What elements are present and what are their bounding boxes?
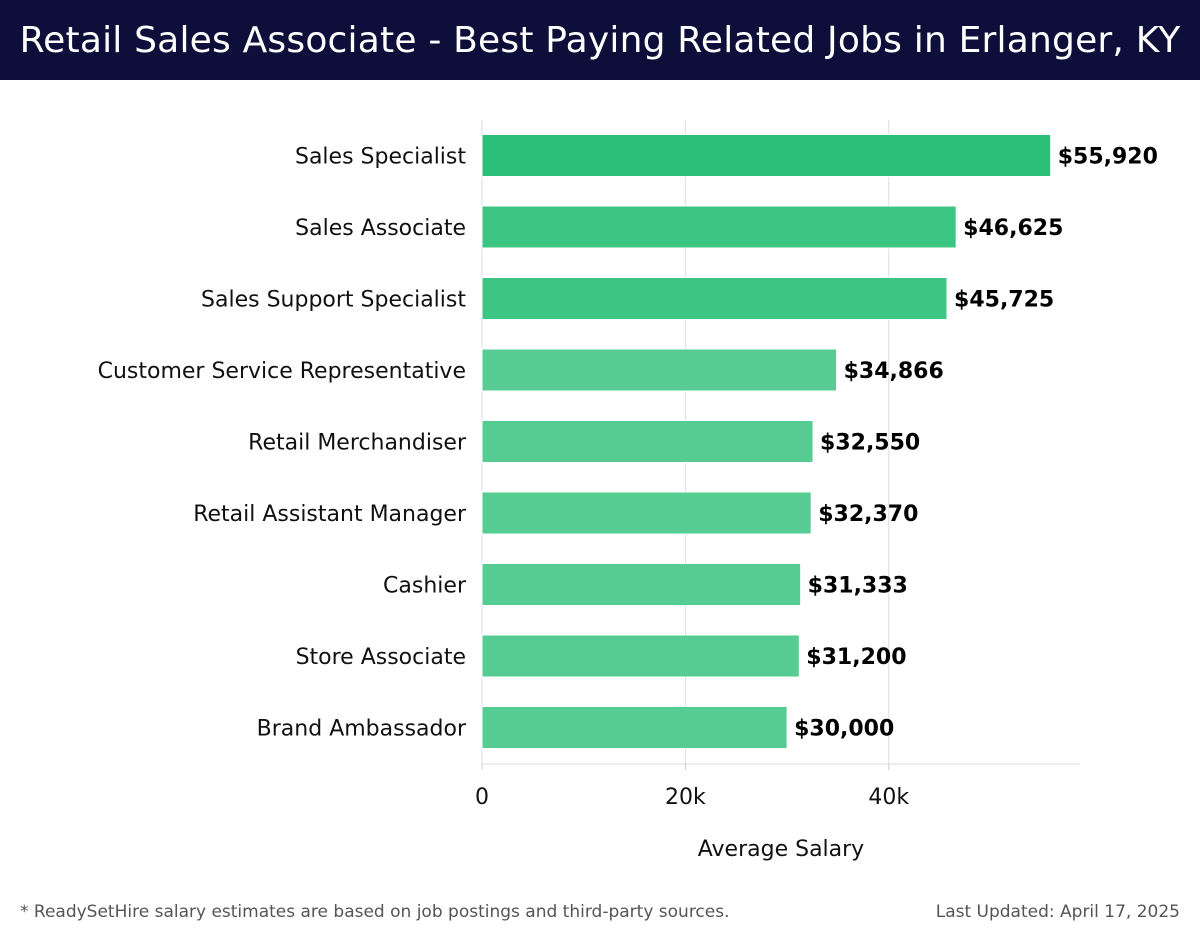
value-label: $32,370 (818, 502, 918, 527)
category-label: Retail Assistant Manager (193, 502, 467, 527)
value-label: $55,920 (1058, 145, 1158, 170)
bar (481, 706, 788, 749)
category-label: Cashier (383, 574, 467, 599)
page-title: Retail Sales Associate - Best Paying Rel… (19, 19, 1181, 61)
value-label: $34,866 (844, 359, 944, 384)
x-tick-label: 20k (665, 785, 706, 810)
bar (481, 134, 1052, 177)
bar (481, 491, 812, 535)
value-label: $32,550 (820, 431, 920, 456)
category-label: Customer Service Representative (98, 359, 466, 384)
bar (481, 420, 814, 463)
category-label: Store Associate (296, 645, 466, 670)
salary-bar-chart: 0 20k 40k Average Salary Sales Specialist $55… (98, 120, 1158, 862)
bar (481, 348, 838, 392)
footer-note: * ReadySetHire salary estimates are base… (20, 902, 730, 922)
value-label: $31,333 (808, 574, 908, 599)
category-label: Retail Merchandiser (248, 431, 467, 456)
x-axis-label: Average Salary (698, 837, 864, 862)
category-label: Sales Associate (295, 216, 466, 241)
value-label: $30,000 (794, 717, 894, 742)
value-label: $31,200 (806, 645, 906, 670)
footer-updated: Last Updated: April 17, 2025 (935, 902, 1180, 922)
x-tick-label: 40k (868, 785, 909, 810)
bar (481, 634, 800, 678)
category-label: Sales Specialist (295, 145, 466, 170)
bar (481, 563, 802, 606)
value-label: $45,725 (954, 288, 1054, 313)
bar (481, 205, 957, 249)
category-label: Brand Ambassador (257, 717, 467, 742)
value-label: $46,625 (963, 216, 1063, 241)
bar (481, 277, 948, 320)
header-bar: Retail Sales Associate - Best Paying Rel… (0, 0, 1200, 80)
x-tick-label: 0 (475, 785, 489, 810)
category-label: Sales Support Specialist (201, 288, 466, 313)
